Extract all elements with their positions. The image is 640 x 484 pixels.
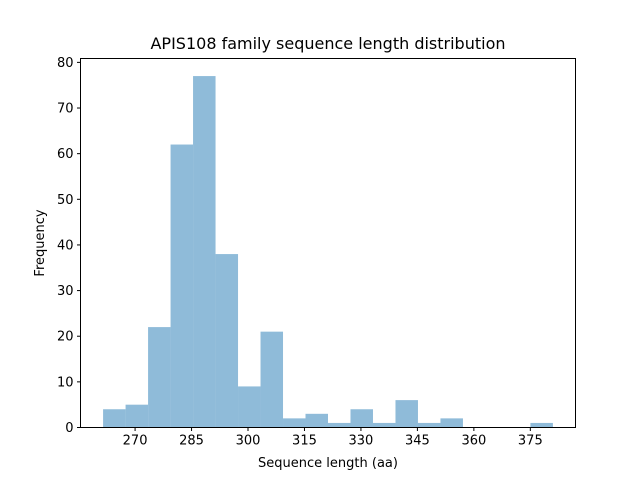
histogram-bar <box>193 76 216 428</box>
histogram-bar <box>170 144 194 428</box>
y-tick-label: 30 <box>57 284 74 299</box>
y-tick-label: 50 <box>57 193 74 208</box>
histogram-bar <box>305 413 328 428</box>
histogram-bar <box>283 418 306 428</box>
x-axis-ticks: 270 285 300 315 330 345 360 375 <box>123 427 543 449</box>
x-axis-label: Sequence length (aa) <box>258 456 398 471</box>
x-tick-label: 315 <box>292 434 317 449</box>
y-axis-label: Frequency <box>33 209 48 276</box>
histogram-bar <box>103 409 126 428</box>
histogram-bar <box>350 409 373 428</box>
x-tick-label: 360 <box>461 434 486 449</box>
histogram-bar <box>260 331 284 428</box>
axes-frame <box>80 58 576 428</box>
histogram-bar <box>417 422 441 428</box>
y-tick-label: 70 <box>57 102 74 117</box>
y-tick-label: 60 <box>57 147 74 162</box>
histogram-bar <box>328 422 351 428</box>
histogram-bar <box>125 404 149 428</box>
y-tick-label: 10 <box>57 375 74 390</box>
histogram-bar <box>440 418 463 428</box>
histogram-bar <box>238 386 261 428</box>
x-tick-label: 345 <box>405 434 430 449</box>
x-tick-label: 270 <box>123 434 148 449</box>
chart-title: APIS108 family sequence length distribut… <box>150 34 505 53</box>
y-tick-label: 20 <box>57 330 74 345</box>
x-tick-label: 300 <box>236 434 261 449</box>
bars <box>103 76 553 428</box>
x-tick-label: 330 <box>349 434 374 449</box>
histogram-bar <box>395 400 418 428</box>
x-tick-label: 285 <box>179 434 204 449</box>
histogram-bar <box>530 422 553 428</box>
y-tick-label: 80 <box>57 56 74 71</box>
y-tick-label: 0 <box>65 421 73 436</box>
histogram-bar <box>215 254 239 428</box>
y-axis-ticks: 0 10 20 30 40 50 60 70 80 <box>57 56 81 436</box>
histogram-bar <box>372 422 396 428</box>
histogram-bar <box>148 327 171 428</box>
y-tick-label: 40 <box>57 238 74 253</box>
x-tick-label: 375 <box>518 434 543 449</box>
